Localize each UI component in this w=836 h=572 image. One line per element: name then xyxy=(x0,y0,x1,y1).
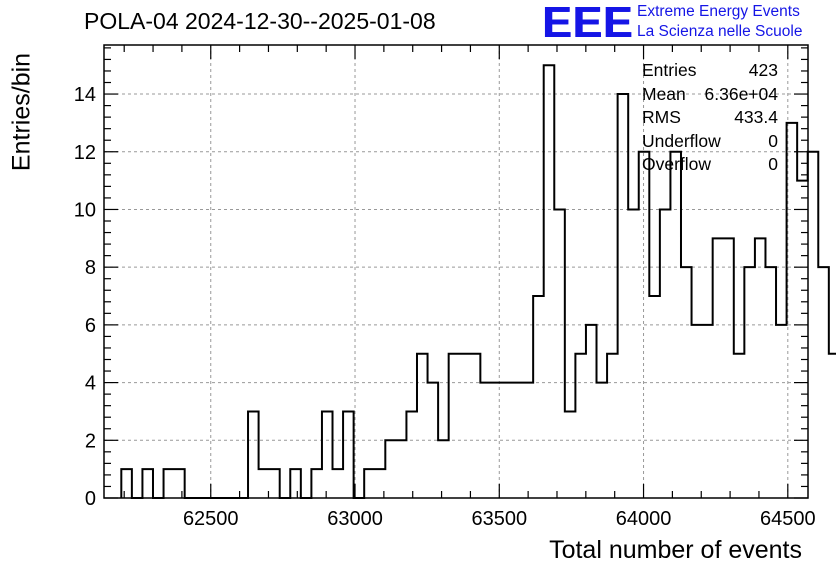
y-tick-label: 14 xyxy=(74,84,96,106)
stat-row-rms: RMS 433.4 xyxy=(640,107,780,131)
logo-line-1: Extreme Energy Events xyxy=(637,3,800,20)
stat-row-overflow: Overflow 0 xyxy=(640,154,780,178)
x-axis-label: Total number of events xyxy=(549,536,802,564)
eee-logo: EEE xyxy=(542,0,634,47)
stat-row-mean: Mean 6.36e+04 xyxy=(640,84,780,108)
stats-box: Entries 423 Mean 6.36e+04 RMS 433.4 Unde… xyxy=(640,60,780,178)
logo-line-2: La Scienza nelle Scuole xyxy=(637,23,803,40)
stat-label: Entries xyxy=(642,60,697,80)
stat-value: 0 xyxy=(768,130,778,151)
x-tick-label: 62500 xyxy=(183,508,239,530)
stat-row-underflow: Underflow 0 xyxy=(640,131,780,155)
stat-value: 423 xyxy=(748,60,778,80)
stat-value: 433.4 xyxy=(734,107,778,127)
x-tick-label: 63000 xyxy=(327,508,383,530)
x-tick-label: 64000 xyxy=(616,508,672,530)
stat-label: Mean xyxy=(642,83,686,104)
stat-label: Underflow xyxy=(642,130,721,151)
plot-frame xyxy=(103,44,809,499)
chart-title: POLA-04 2024-12-30--2025-01-08 xyxy=(84,8,436,34)
y-tick-label: 8 xyxy=(85,257,96,279)
histogram-line xyxy=(120,64,836,499)
y-tick-label: 4 xyxy=(85,373,96,395)
y-tick-label: 12 xyxy=(74,142,96,164)
stat-row-entries: Entries 423 xyxy=(640,60,780,84)
stat-value: 6.36e+04 xyxy=(704,83,778,104)
stat-label: RMS xyxy=(642,107,681,127)
y-tick-label: 0 xyxy=(85,488,96,510)
x-tick-label: 64500 xyxy=(760,508,816,530)
y-axis-label: Entries/bin xyxy=(7,52,36,172)
y-tick-label: 10 xyxy=(74,199,96,221)
y-tick-label: 2 xyxy=(85,430,96,452)
stat-label: Overflow xyxy=(642,154,712,174)
y-tick-label: 6 xyxy=(85,315,96,337)
stat-value: 0 xyxy=(768,154,778,174)
x-tick-label: 63500 xyxy=(471,508,527,530)
